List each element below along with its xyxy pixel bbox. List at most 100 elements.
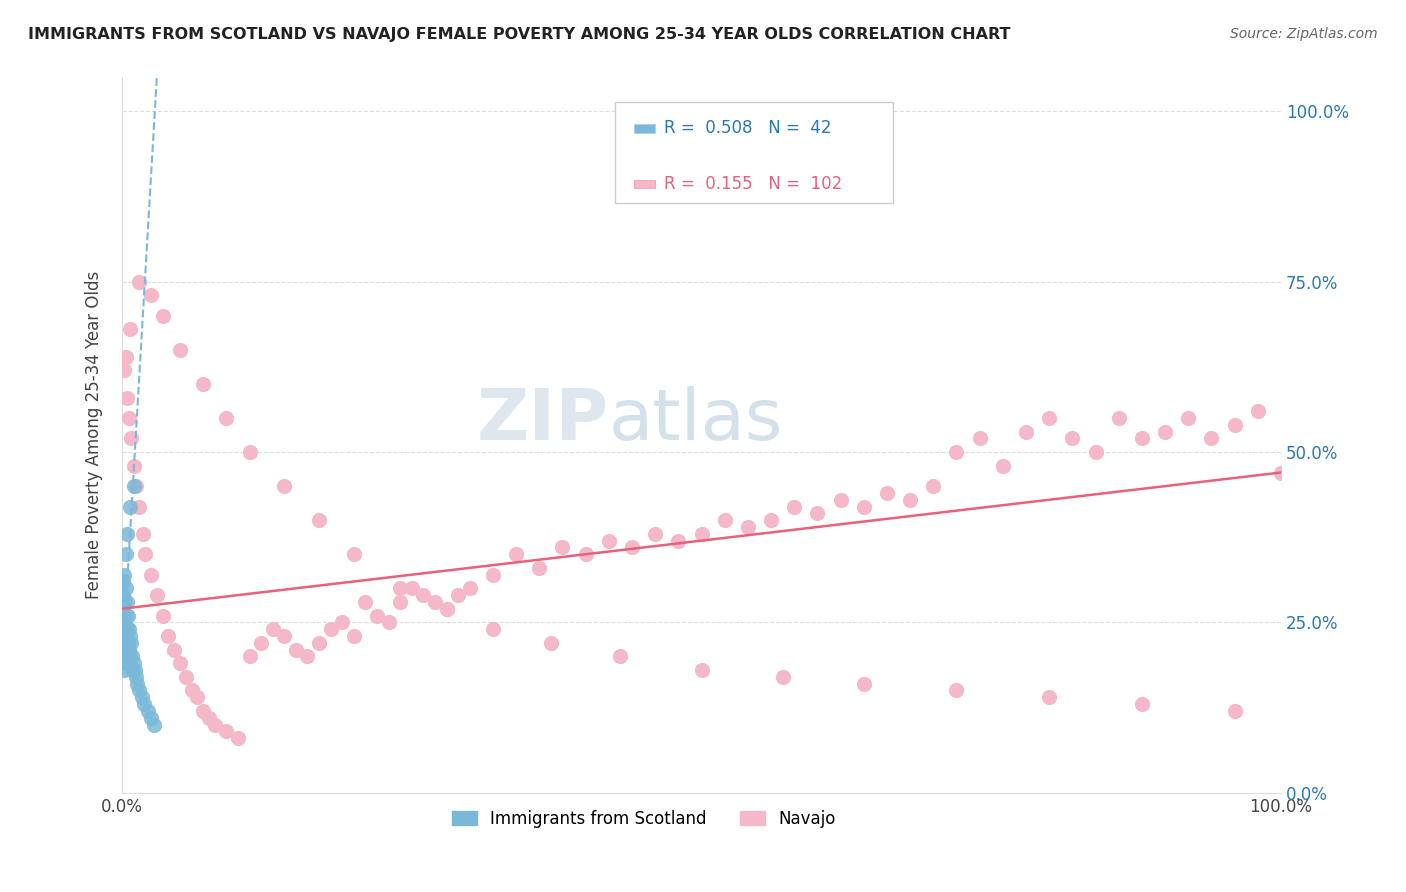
Point — [436, 601, 458, 615]
Point — [180, 683, 202, 698]
Point — [117, 608, 139, 623]
Point — [122, 458, 145, 473]
Point — [690, 526, 713, 541]
Point — [112, 574, 135, 589]
Point — [112, 588, 135, 602]
Point — [139, 288, 162, 302]
Point — [128, 275, 150, 289]
Point — [112, 601, 135, 615]
Point — [238, 649, 260, 664]
Point — [783, 500, 806, 514]
Point — [969, 432, 991, 446]
Point — [1201, 432, 1223, 446]
Point — [690, 663, 713, 677]
Point — [146, 588, 169, 602]
Point — [132, 697, 155, 711]
Point — [121, 649, 143, 664]
Point — [343, 547, 366, 561]
Point — [343, 629, 366, 643]
Point — [1177, 411, 1199, 425]
Point — [120, 636, 142, 650]
Point — [122, 657, 145, 671]
Text: Source: ZipAtlas.com: Source: ZipAtlas.com — [1230, 27, 1378, 41]
Point — [1130, 697, 1153, 711]
Point — [118, 622, 141, 636]
Point — [125, 670, 148, 684]
Point — [118, 411, 141, 425]
Point — [273, 629, 295, 643]
Point — [115, 391, 138, 405]
Point — [215, 411, 238, 425]
Point — [991, 458, 1014, 473]
Point — [143, 717, 166, 731]
Point — [1223, 417, 1246, 432]
Point — [1130, 432, 1153, 446]
Point — [945, 683, 967, 698]
Point — [852, 676, 875, 690]
Point — [124, 663, 146, 677]
Point — [401, 582, 423, 596]
Point — [193, 704, 215, 718]
Legend: Immigrants from Scotland, Navajo: Immigrants from Scotland, Navajo — [444, 803, 842, 834]
FancyBboxPatch shape — [634, 124, 655, 133]
Point — [120, 322, 142, 336]
Point — [922, 479, 945, 493]
Point — [377, 615, 399, 630]
Point — [128, 683, 150, 698]
Point — [273, 479, 295, 493]
Point — [1154, 425, 1177, 439]
Point — [193, 376, 215, 391]
Point — [1038, 411, 1060, 425]
Point — [308, 513, 330, 527]
Point — [876, 486, 898, 500]
FancyBboxPatch shape — [614, 103, 893, 202]
Point — [115, 636, 138, 650]
Point — [458, 582, 481, 596]
Text: IMMIGRANTS FROM SCOTLAND VS NAVAJO FEMALE POVERTY AMONG 25-34 YEAR OLDS CORRELAT: IMMIGRANTS FROM SCOTLAND VS NAVAJO FEMAL… — [28, 27, 1011, 42]
Point — [125, 479, 148, 493]
Point — [354, 595, 377, 609]
Point — [118, 642, 141, 657]
Text: R =  0.155   N =  102: R = 0.155 N = 102 — [664, 176, 842, 194]
Point — [112, 663, 135, 677]
Point — [114, 642, 136, 657]
Point — [114, 547, 136, 561]
Point — [551, 541, 574, 555]
Point — [644, 526, 666, 541]
Point — [122, 479, 145, 493]
Point — [898, 492, 921, 507]
Point — [759, 513, 782, 527]
Point — [529, 561, 551, 575]
Point — [112, 649, 135, 664]
Point — [366, 608, 388, 623]
Point — [152, 608, 174, 623]
Point — [120, 649, 142, 664]
Point — [114, 629, 136, 643]
Point — [115, 595, 138, 609]
Text: ZIP: ZIP — [477, 386, 609, 455]
Point — [1247, 404, 1270, 418]
Point — [174, 670, 197, 684]
Point — [737, 520, 759, 534]
Point — [389, 595, 412, 609]
Point — [389, 582, 412, 596]
Point — [115, 622, 138, 636]
Point — [772, 670, 794, 684]
Point — [120, 629, 142, 643]
Point — [598, 533, 620, 548]
Point — [128, 500, 150, 514]
FancyBboxPatch shape — [634, 179, 655, 188]
Point — [163, 642, 186, 657]
Point — [132, 526, 155, 541]
Point — [540, 636, 562, 650]
Point — [127, 676, 149, 690]
Point — [112, 363, 135, 377]
Point — [852, 500, 875, 514]
Point — [1038, 690, 1060, 705]
Point — [1015, 425, 1038, 439]
Point — [112, 595, 135, 609]
Point — [139, 711, 162, 725]
Point — [117, 649, 139, 664]
Point — [575, 547, 598, 561]
Point — [482, 567, 505, 582]
